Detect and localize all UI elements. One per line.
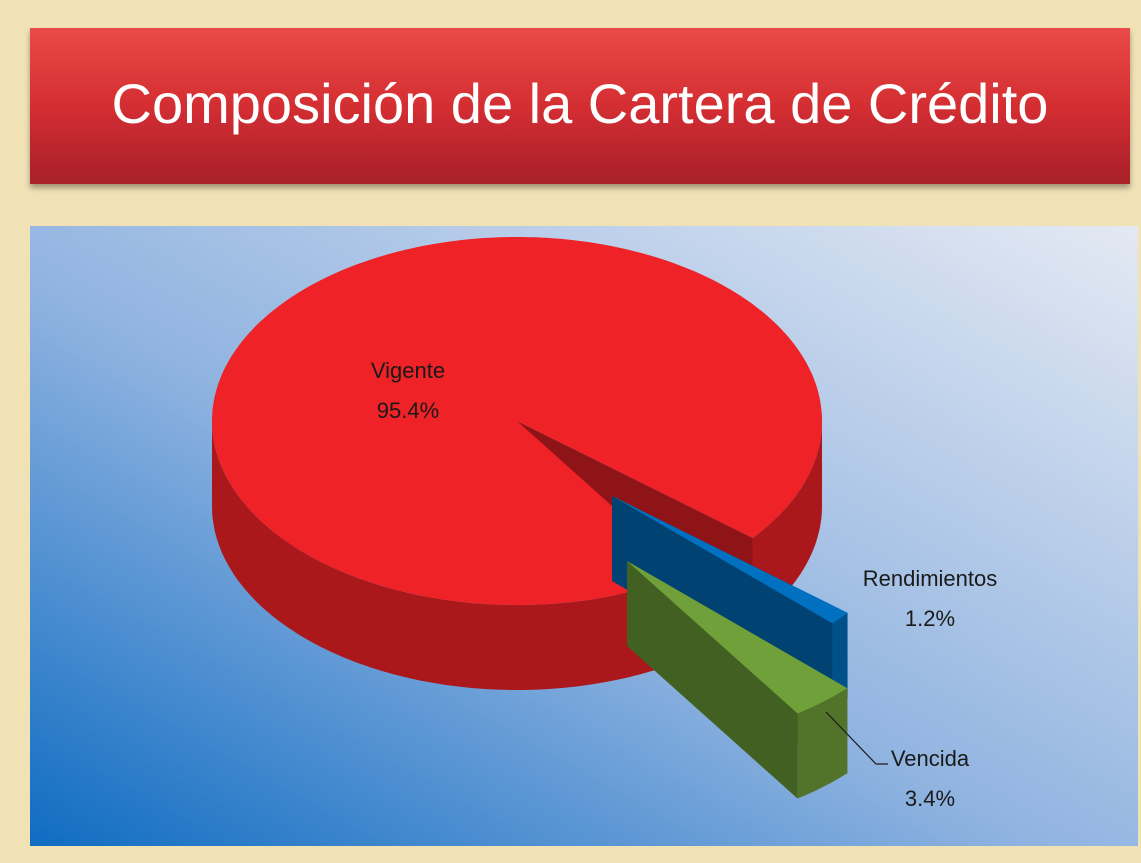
pie-slice [627,561,848,714]
slice-side [752,421,822,623]
pie [212,237,848,799]
slice-category-label: Vigente [371,358,445,383]
slice-value-label: 1.2% [905,606,955,631]
slice-category-label: Vencida [891,746,970,771]
pie-slice [612,496,848,624]
pie-slice [212,237,822,605]
chart-title: Composición de la Cartera de Crédito [112,72,1049,135]
slice-category-label: Rendimientos [863,566,998,591]
slice-side [797,688,848,799]
slice-cut-face [627,561,798,799]
leader-line [825,711,888,765]
slice-value-label: 3.4% [905,786,955,811]
slice-side [212,421,688,690]
title-banner [30,28,1130,184]
slice-value-label: 95.4% [377,398,439,423]
